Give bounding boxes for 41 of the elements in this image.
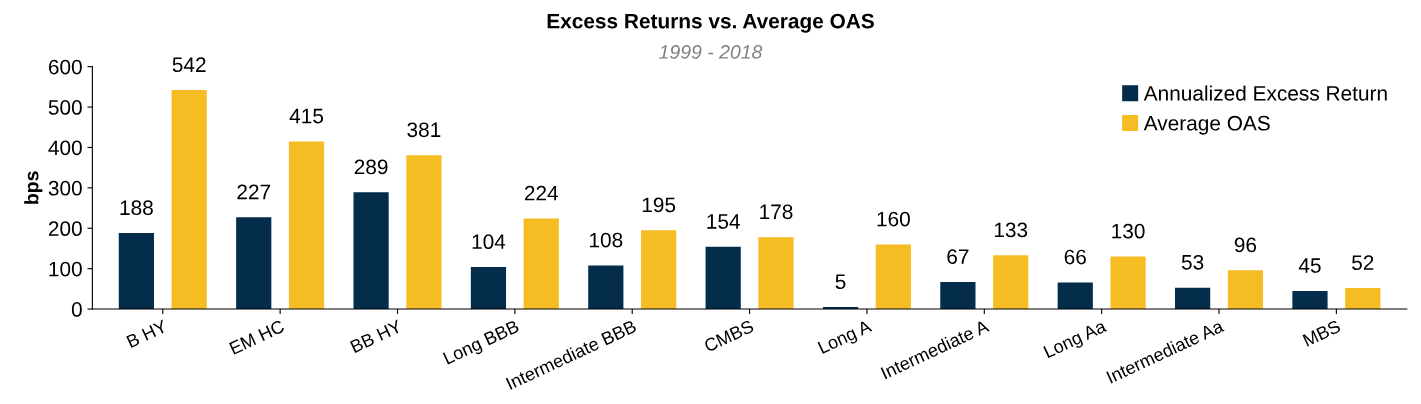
data-label: 96 xyxy=(1234,237,1257,253)
x-tick-label: BB HY xyxy=(350,319,403,353)
y-tick-label: 0 xyxy=(71,302,82,317)
data-label: 66 xyxy=(1064,249,1086,265)
data-label: 188 xyxy=(120,200,153,216)
data-label: 224 xyxy=(524,185,559,201)
data-label: 130 xyxy=(1112,223,1145,239)
data-label: 195 xyxy=(642,197,676,213)
x-tick-label: MBS xyxy=(1302,319,1342,347)
x-tick-label: Long Aa xyxy=(1043,319,1109,362)
data-label: 160 xyxy=(877,211,910,227)
data-label: 45 xyxy=(1298,258,1321,273)
y-tick-label: 500 xyxy=(48,100,82,115)
data-label: 415 xyxy=(289,108,324,124)
y-tick-label: 100 xyxy=(49,261,82,277)
data-label: 154 xyxy=(707,214,740,229)
chart-subtitle: 1999 - 2018 xyxy=(659,45,763,59)
data-label: 52 xyxy=(1352,255,1374,271)
y-tick-label: 200 xyxy=(48,221,82,237)
data-label: 381 xyxy=(407,122,441,138)
y-tick-label: 300 xyxy=(48,180,82,196)
data-label: 542 xyxy=(172,57,206,73)
data-label: 67 xyxy=(947,249,969,264)
y-tick-label: 400 xyxy=(48,140,82,156)
data-label: 178 xyxy=(760,204,793,220)
data-label: 133 xyxy=(994,222,1028,238)
data-label: 104 xyxy=(472,234,506,250)
chart-title: Excess Returns vs. Average OAS xyxy=(547,13,874,33)
y-tick-label: 600 xyxy=(48,59,82,75)
data-label: 227 xyxy=(237,184,271,200)
x-tick-label: Long A xyxy=(817,319,875,358)
legend-label: Annualized Excess Return xyxy=(1143,85,1387,101)
x-tick-label: B HY xyxy=(126,319,168,348)
data-label: 5 xyxy=(835,274,846,290)
y-axis-title: bps xyxy=(24,171,43,204)
x-tick-label: EM HC xyxy=(228,319,286,355)
legend-label: Average OAS xyxy=(1143,115,1270,135)
data-label: 289 xyxy=(354,159,388,175)
x-tick-label: CMBS xyxy=(703,319,755,353)
data-label: 53 xyxy=(1181,254,1204,270)
data-label: 108 xyxy=(590,232,623,248)
